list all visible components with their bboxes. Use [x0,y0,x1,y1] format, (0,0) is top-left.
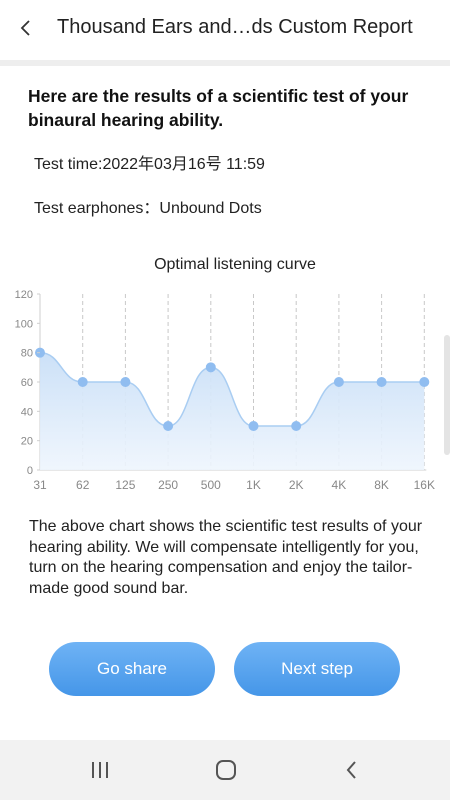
curve-line [39,351,425,427]
test-time: Test time:2022年03月16号 11:59 [34,156,265,173]
data-point [419,377,430,387]
next-step-button[interactable]: Next step [234,642,400,696]
data-point [333,377,344,387]
back-button[interactable] [12,14,40,42]
x-tick-label: 125 [115,478,135,492]
home-icon [216,760,236,780]
y-tick-label: 120 [15,289,33,301]
chevron-left-icon [20,20,30,36]
x-tick-label: 4K [332,478,347,492]
data-point [77,377,88,387]
y-tick-label: 80 [21,348,33,360]
data-point [163,421,174,431]
x-tick-label: 1K [246,478,261,492]
scroll-indicator [444,335,450,455]
y-tick-label: 20 [21,436,33,448]
data-point [120,377,131,387]
data-point [205,362,216,373]
x-tick-label: 500 [201,478,221,492]
go-share-button[interactable]: Go share [49,642,215,696]
y-tick-label: 60 [21,377,33,389]
x-tick-label: 250 [158,478,178,492]
page-title: Thousand Ears and…ds Custom Report [57,16,413,38]
recents-icon [92,762,108,778]
data-point [248,421,259,431]
test-earphones: Test earphones：Unbound Dots [34,200,262,217]
x-tick-label: 8K [374,478,389,492]
x-tick-label: 16K [414,478,435,492]
x-tick-label: 62 [76,478,90,492]
header-divider [0,60,450,66]
y-tick-label: 100 [15,318,33,330]
y-tick-label: 0 [27,465,33,477]
chart-title: Optimal listening curve [154,256,316,273]
data-point [291,421,302,431]
data-point [376,377,387,387]
curve-area [40,352,425,470]
app-header: Thousand Ears and…ds Custom Report [0,0,450,60]
report-intro: Here are the results of a scientific tes… [28,86,409,130]
y-tick-label: 40 [21,406,33,418]
results-description: The above chart shows the scientific tes… [29,518,423,597]
back-icon [346,761,356,779]
x-tick-label: 31 [33,478,47,492]
x-tick-label: 2K [289,478,304,492]
recents-button[interactable] [70,740,130,800]
home-button[interactable] [196,740,256,800]
listening-curve-chart: 0 20 40 60 80 100 120 31 62 125 250 500 1K 2K 4K 8K 16K [15,289,435,492]
system-navigation-bar [0,740,450,800]
back-nav-button[interactable] [322,740,382,800]
